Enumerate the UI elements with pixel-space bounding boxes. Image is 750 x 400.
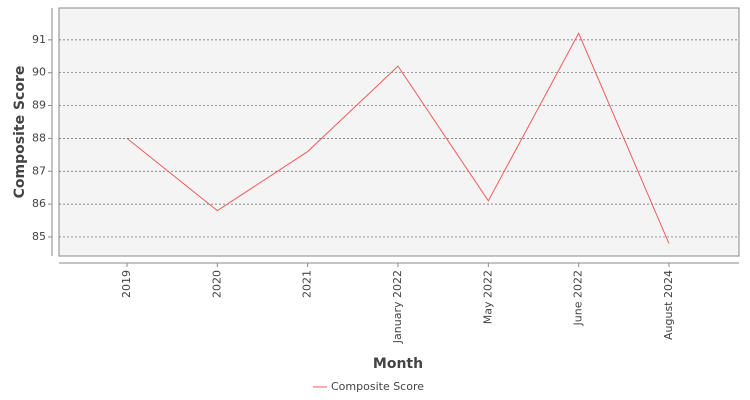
y-tick-label: 87 (32, 164, 46, 177)
x-tick-label: August 2024 (662, 270, 675, 340)
x-axis-title: Month (373, 356, 423, 372)
y-tick-label: 89 (32, 99, 46, 112)
y-tick-label: 91 (32, 33, 46, 46)
y-tick-label: 85 (32, 230, 46, 243)
x-tick-label: May 2022 (481, 270, 494, 324)
x-tick-label: January 2022 (391, 270, 404, 344)
x-tick-label: June 2022 (572, 270, 585, 326)
line-series (126, 32, 670, 244)
y-tick-label: 86 (32, 197, 46, 210)
x-tick-label: 2019 (120, 270, 133, 298)
x-tick-label: 2021 (301, 270, 314, 298)
plot-area (58, 7, 740, 257)
y-tick-label: 88 (32, 131, 46, 144)
legend-label: Composite Score (331, 380, 424, 393)
y-axis-title: Composite Score (12, 66, 28, 199)
y-tick-label: 90 (32, 66, 46, 79)
x-tick-label: 2020 (210, 270, 223, 298)
